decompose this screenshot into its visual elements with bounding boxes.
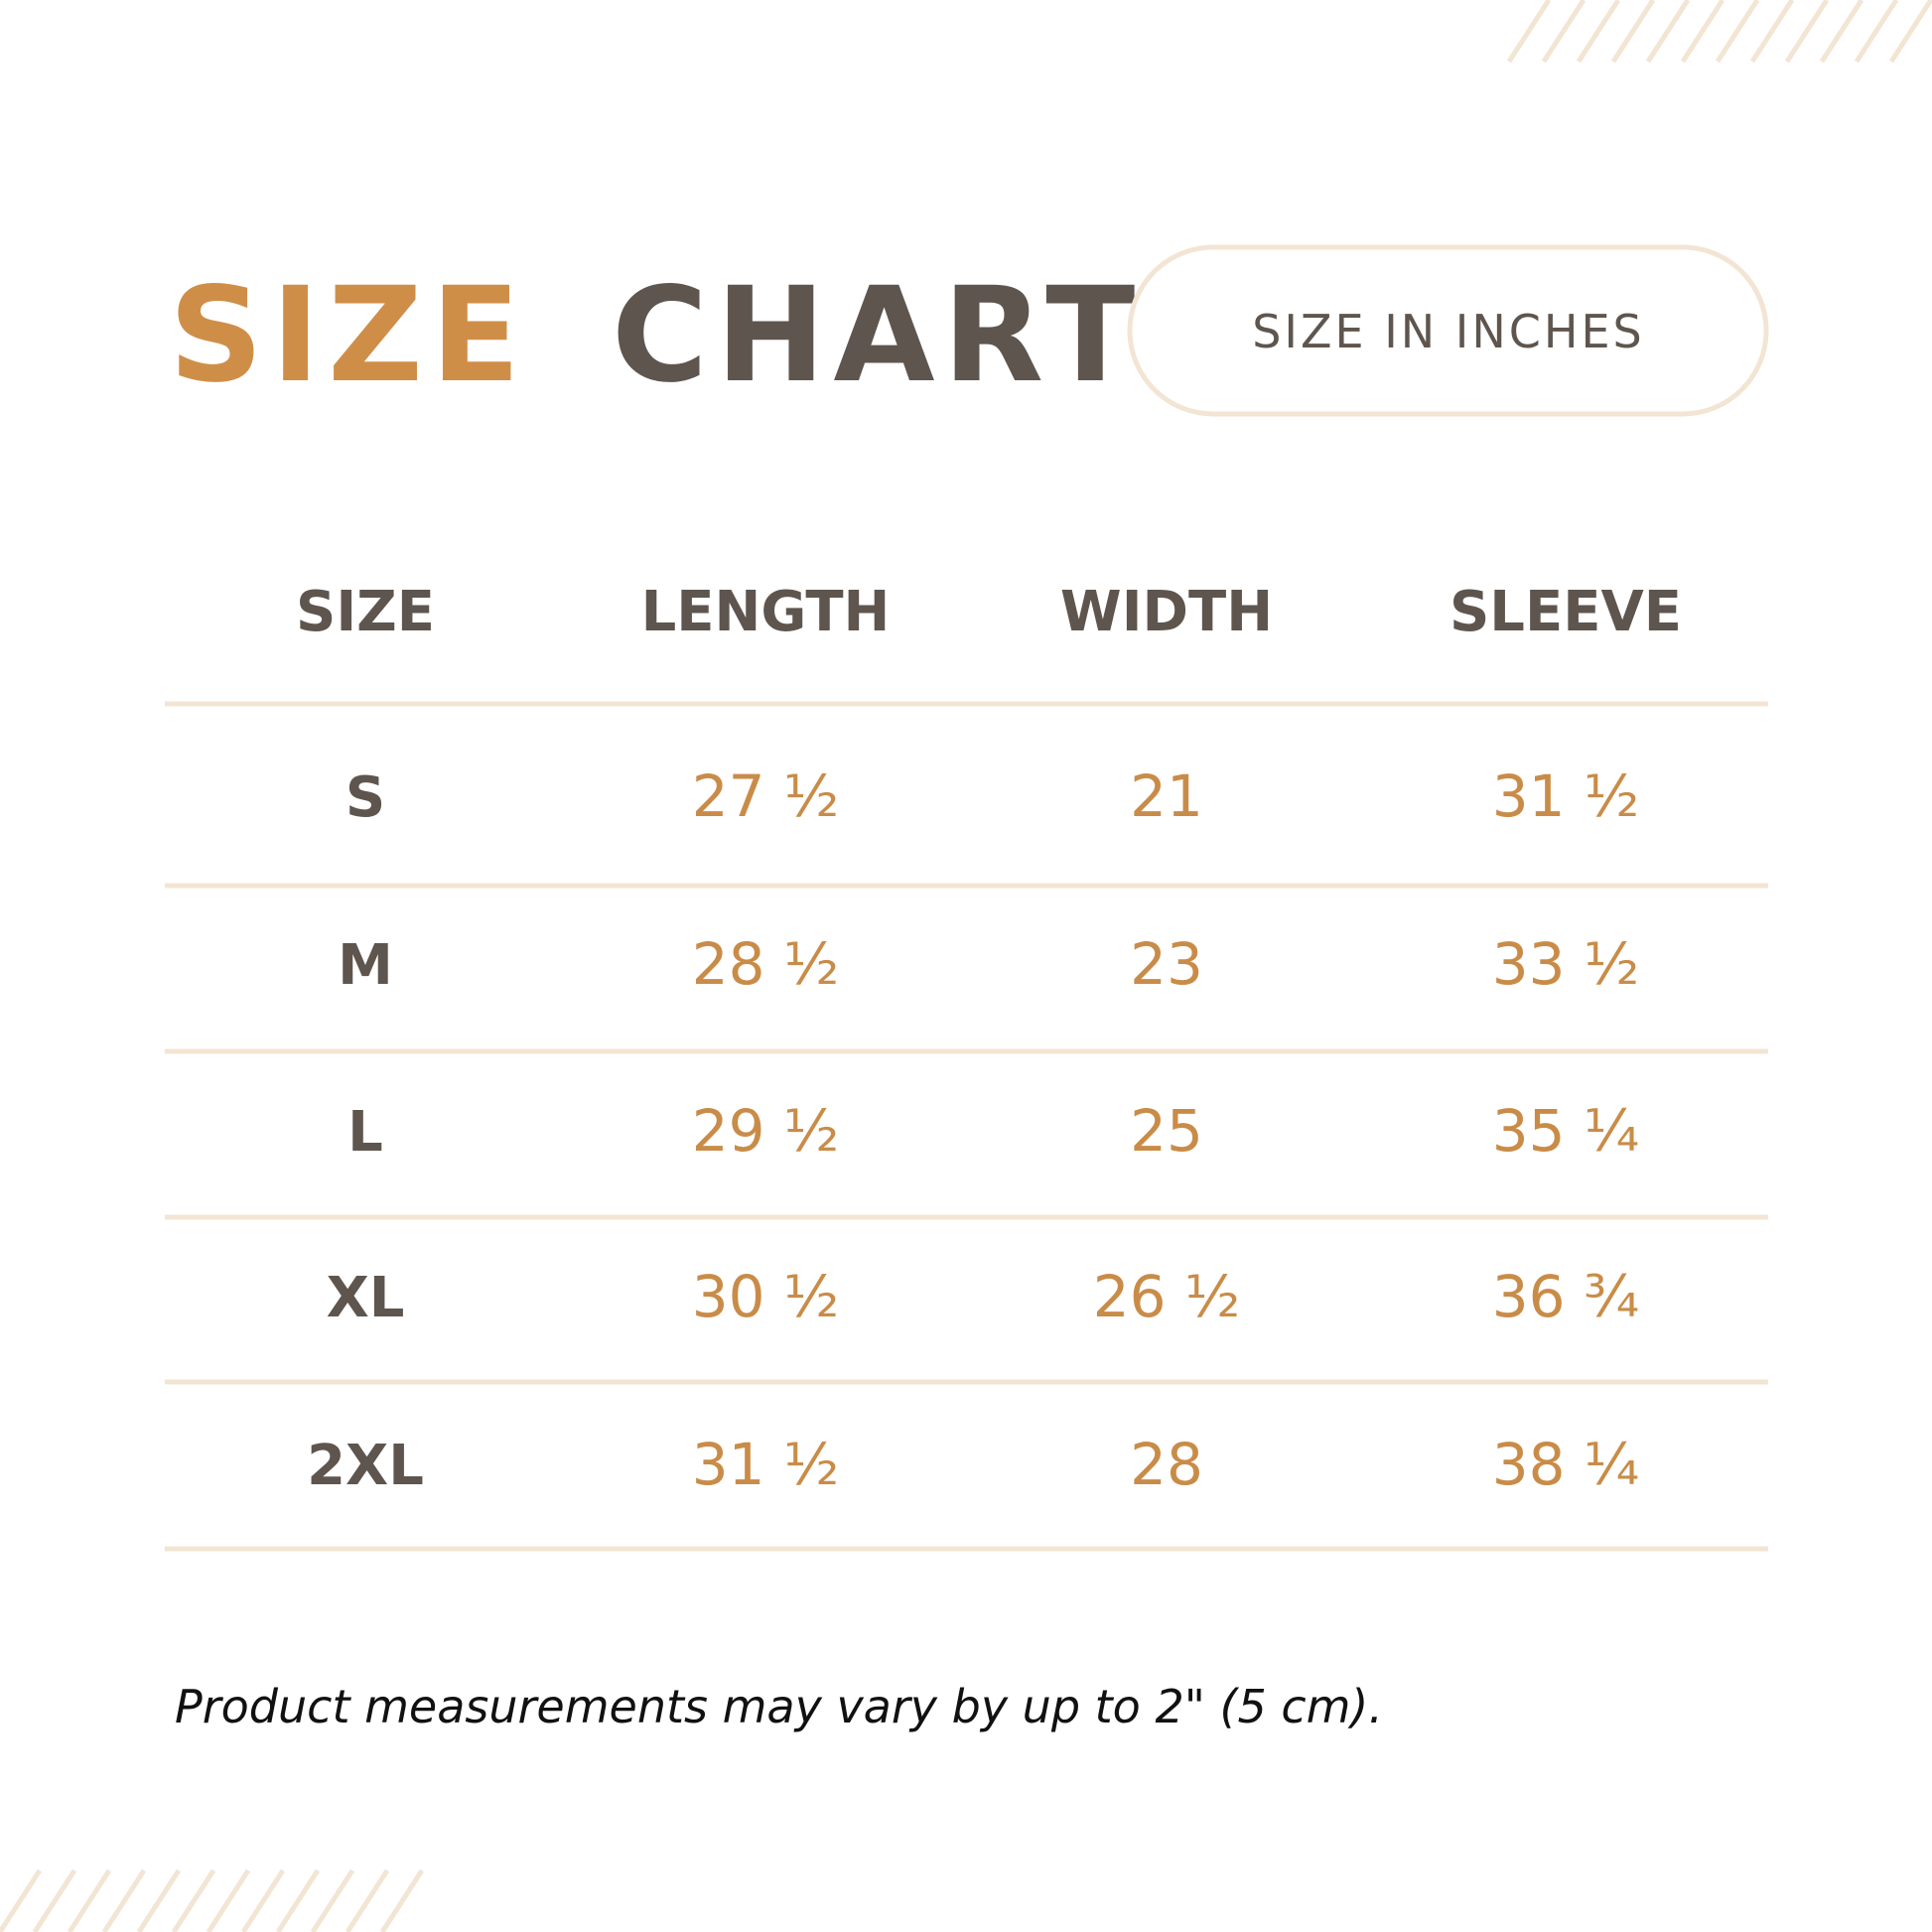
measurement: 30 ½ <box>692 1263 839 1330</box>
badge-text: SIZE IN INCHES <box>1252 305 1645 358</box>
measurement: 21 <box>1130 762 1203 830</box>
title: SIZE CHART <box>169 259 1143 412</box>
measurement: 26 ½ <box>1093 1263 1240 1330</box>
title-main: CHART <box>612 259 1143 412</box>
title-accent: SIZE <box>169 259 528 412</box>
size-label: M <box>338 933 393 998</box>
measurement: 36 ¾ <box>1492 1263 1639 1330</box>
size-table: SIZE LENGTH WIDTH SLEEVE S 27 ½ 21 31 ½ M 28 ½ 23 3… <box>165 580 1768 1552</box>
footnote: Product measurements may vary by up to 2… <box>175 1680 1383 1733</box>
column-header: SLEEVE <box>1449 580 1682 644</box>
measurement: 31 ½ <box>692 1431 839 1498</box>
measurement: 33 ½ <box>1492 930 1639 998</box>
measurement: 27 ½ <box>692 762 839 830</box>
measurement: 23 <box>1130 930 1203 998</box>
measurement: 35 ¼ <box>1492 1097 1639 1165</box>
measurement: 29 ½ <box>692 1097 839 1165</box>
measurement: 31 ½ <box>1492 762 1639 830</box>
size-label: 2XL <box>307 1434 424 1498</box>
decor-stripes-top <box>1506 0 1932 64</box>
column-header: SIZE <box>296 580 435 644</box>
measurement: 25 <box>1130 1097 1203 1165</box>
size-label: S <box>345 765 385 830</box>
badge-pill <box>1127 244 1769 417</box>
measurement: 28 ½ <box>692 930 839 998</box>
column-header: WIDTH <box>1060 580 1273 644</box>
column-header: LENGTH <box>641 580 891 644</box>
decor-stripes-bottom <box>0 1868 425 1932</box>
measurement: 28 <box>1130 1431 1203 1498</box>
size-label: L <box>347 1100 383 1165</box>
size-label: XL <box>327 1266 405 1330</box>
measurement: 38 ¼ <box>1492 1431 1639 1498</box>
